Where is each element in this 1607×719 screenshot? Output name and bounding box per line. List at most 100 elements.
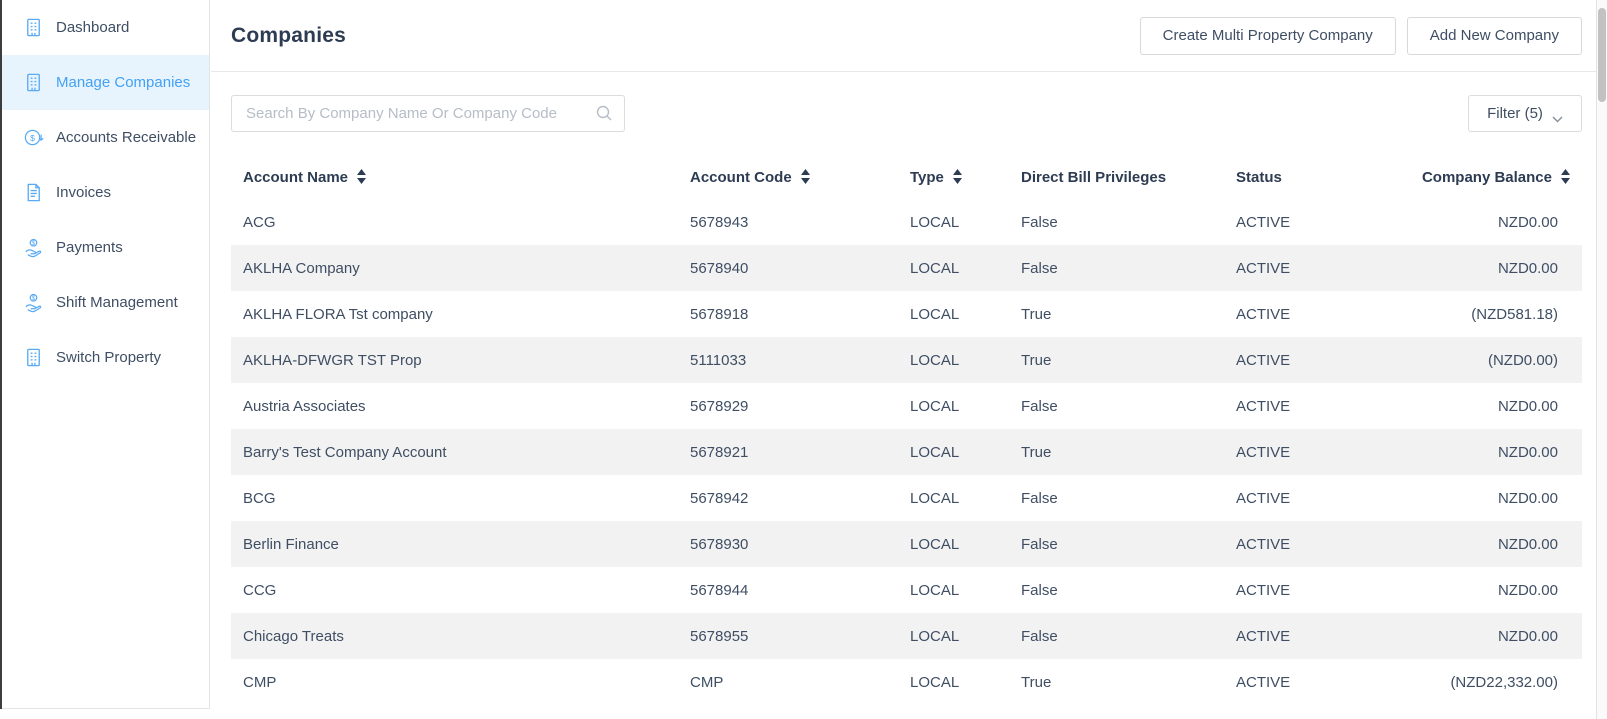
- cell-account-code: 5678930: [690, 535, 749, 553]
- cell-type: LOCAL: [910, 673, 960, 691]
- sidebar-item-accounts-receivable[interactable]: $ Accounts Receivable: [0, 110, 209, 165]
- create-multi-property-company-button[interactable]: Create Multi Property Company: [1139, 16, 1396, 55]
- add-new-company-button[interactable]: Add New Company: [1406, 16, 1582, 55]
- column-header-type[interactable]: Type: [898, 155, 1009, 199]
- table-row[interactable]: CCG 5678944 LOCAL False ACTIVE NZD0.00: [231, 567, 1582, 613]
- cell-direct-bill: False: [1021, 489, 1058, 507]
- table-row[interactable]: Chicago Treats 5678955 LOCAL False ACTIV…: [231, 613, 1582, 659]
- cell-account-name: AKLHA-DFWGR TST Prop: [243, 351, 422, 369]
- cell-direct-bill: False: [1021, 397, 1058, 415]
- cell-type: LOCAL: [910, 351, 960, 369]
- sort-icon[interactable]: [800, 168, 810, 184]
- sort-icon[interactable]: [357, 168, 367, 184]
- column-header-direct-bill-privileges: Direct Bill Privileges: [1021, 168, 1167, 186]
- sidebar-item-manage-companies[interactable]: Manage Companies: [0, 55, 209, 110]
- sidebar-item-payments[interactable]: $ Payments: [0, 220, 209, 275]
- search-icon: [595, 104, 613, 122]
- sidebar-item-dashboard[interactable]: Dashboard: [0, 0, 209, 55]
- cell-status: ACTIVE: [1236, 489, 1291, 507]
- search-field-wrap: [231, 95, 625, 132]
- sidebar-item-invoices[interactable]: Invoices: [0, 165, 209, 220]
- header-actions: Create Multi Property Company Add New Co…: [1139, 16, 1582, 55]
- cell-status: ACTIVE: [1236, 627, 1291, 645]
- cell-account-code: CMP: [690, 673, 724, 691]
- cell-type: LOCAL: [910, 535, 960, 553]
- cell-account-code: 5678943: [690, 213, 749, 231]
- sort-icon[interactable]: [1561, 168, 1570, 184]
- cell-company-balance: NZD0.00: [1497, 581, 1558, 599]
- toolbar: Filter (5): [231, 95, 1582, 132]
- cell-direct-bill: True: [1021, 305, 1052, 323]
- cell-account-code: 5678918: [690, 305, 749, 323]
- column-header-company-balance[interactable]: Company Balance: [1397, 155, 1582, 199]
- document-icon: [22, 182, 44, 204]
- column-header-account-code[interactable]: Account Code: [678, 155, 898, 199]
- sidebar-item-label: Dashboard: [56, 19, 130, 36]
- scrollbar-thumb[interactable]: [1598, 8, 1606, 102]
- cell-account-code: 5678942: [690, 489, 749, 507]
- cell-status: ACTIVE: [1236, 305, 1291, 323]
- cell-account-code: 5678955: [690, 627, 749, 645]
- sidebar: Dashboard Manage Companies $ Accounts Re…: [0, 0, 210, 709]
- page-title: Companies: [231, 23, 346, 47]
- filter-label: Filter (5): [1487, 105, 1543, 122]
- cell-type: LOCAL: [910, 213, 960, 231]
- sidebar-item-label: Accounts Receivable: [56, 129, 197, 146]
- svg-text:$: $: [30, 133, 35, 143]
- chevron-down-icon: [1552, 110, 1563, 123]
- cell-company-balance: NZD0.00: [1497, 397, 1558, 415]
- cell-account-code: 5678944: [690, 581, 749, 599]
- cell-account-code: 5678929: [690, 397, 749, 415]
- cell-account-name: Chicago Treats: [243, 627, 344, 645]
- cell-company-balance: (NZD22,332.00): [1450, 673, 1558, 691]
- table-row[interactable]: BCG 5678942 LOCAL False ACTIVE NZD0.00: [231, 475, 1582, 521]
- cell-account-code: 5111033: [690, 351, 747, 369]
- sidebar-item-switch-property[interactable]: Switch Property: [0, 330, 209, 385]
- cell-status: ACTIVE: [1236, 397, 1291, 415]
- sidebar-item-label: Payments: [56, 239, 123, 256]
- page-header: Companies Create Multi Property Company …: [211, 0, 1607, 72]
- hand-coin-icon: $: [22, 292, 44, 314]
- sidebar-item-label: Manage Companies: [56, 74, 191, 91]
- cell-direct-bill: False: [1021, 627, 1058, 645]
- table-row[interactable]: ACG 5678943 LOCAL False ACTIVE NZD0.00: [231, 199, 1582, 245]
- cell-direct-bill: True: [1021, 351, 1052, 369]
- cell-company-balance: NZD0.00: [1497, 443, 1558, 461]
- vertical-scrollbar[interactable]: [1596, 0, 1607, 719]
- table-row[interactable]: AKLHA FLORA Tst company 5678918 LOCAL Tr…: [231, 291, 1582, 337]
- cell-company-balance: (NZD581.18): [1471, 305, 1558, 323]
- search-input[interactable]: [231, 95, 625, 132]
- cell-account-name: Austria Associates: [243, 397, 366, 415]
- cell-company-balance: NZD0.00: [1497, 535, 1558, 553]
- cell-direct-bill: True: [1021, 443, 1052, 461]
- table-header-row: Account Name Account Code Type Direct Bi…: [231, 155, 1582, 199]
- sort-icon[interactable]: [952, 168, 962, 184]
- cell-account-name: ACG: [243, 213, 276, 231]
- cell-type: LOCAL: [910, 259, 960, 277]
- cell-type: LOCAL: [910, 489, 960, 507]
- cell-account-name: CMP: [243, 673, 277, 691]
- companies-table: Account Name Account Code Type Direct Bi…: [231, 155, 1582, 705]
- cell-account-name: CCG: [243, 581, 277, 599]
- cell-status: ACTIVE: [1236, 259, 1291, 277]
- cell-account-code: 5678921: [690, 443, 749, 461]
- cell-status: ACTIVE: [1236, 535, 1291, 553]
- building-icon: [22, 17, 44, 39]
- column-header-account-name[interactable]: Account Name: [231, 155, 678, 199]
- cell-status: ACTIVE: [1236, 581, 1291, 599]
- table-row[interactable]: AKLHA Company 5678940 LOCAL False ACTIVE…: [231, 245, 1582, 291]
- window-left-edge: [0, 0, 2, 709]
- cell-direct-bill: False: [1021, 581, 1058, 599]
- table-row[interactable]: Barry's Test Company Account 5678921 LOC…: [231, 429, 1582, 475]
- main-content: Companies Create Multi Property Company …: [211, 0, 1607, 719]
- cell-account-code: 5678940: [690, 259, 749, 277]
- table-row[interactable]: CMP CMP LOCAL True ACTIVE (NZD22,332.00): [231, 659, 1582, 705]
- sidebar-item-shift-management[interactable]: $ Shift Management: [0, 275, 209, 330]
- table-row[interactable]: Berlin Finance 5678930 LOCAL False ACTIV…: [231, 521, 1582, 567]
- sidebar-item-label: Switch Property: [56, 349, 162, 366]
- building-icon: [22, 347, 44, 369]
- cell-type: LOCAL: [910, 581, 960, 599]
- table-row[interactable]: AKLHA-DFWGR TST Prop 5111033 LOCAL True …: [231, 337, 1582, 383]
- table-row[interactable]: Austria Associates 5678929 LOCAL False A…: [231, 383, 1582, 429]
- filter-button[interactable]: Filter (5): [1468, 95, 1582, 132]
